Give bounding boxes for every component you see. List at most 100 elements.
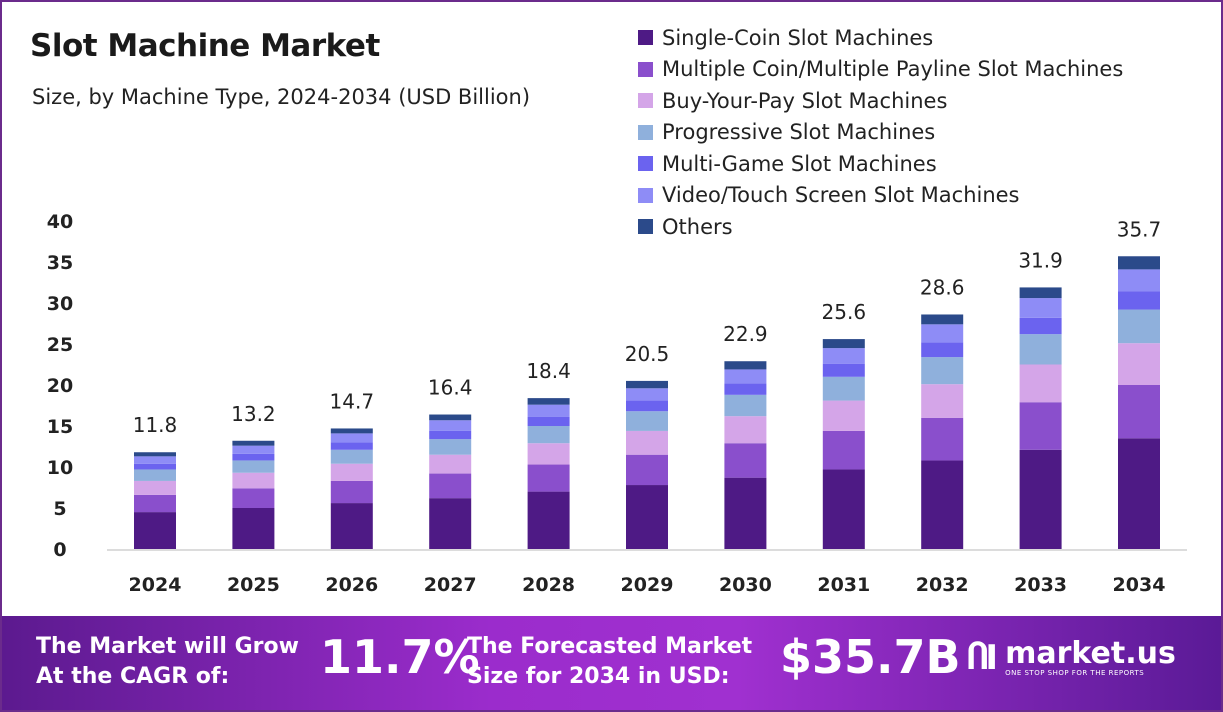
brand-logo: ႶI market.us ONE STOP SHOP FOR THE REPORT… [967, 638, 1176, 678]
bar-segment [1118, 438, 1160, 549]
bar-segment [1019, 334, 1062, 365]
y-tick-label: 40 [47, 211, 73, 233]
bar-segment [724, 383, 767, 395]
x-tick-label: 2024 [129, 574, 182, 596]
bar-segment [527, 404, 570, 417]
legend: Single-Coin Slot Machines Multiple Coin/M… [638, 22, 1123, 243]
bar-segment [134, 480, 176, 495]
x-tick-label: 2031 [817, 574, 870, 596]
legend-label: Others [662, 214, 733, 239]
bar-segment [134, 463, 176, 470]
cagr-label: The Market will Grow At the CAGR of: [36, 632, 299, 692]
legend-swatch [638, 61, 653, 77]
bar-segment [330, 433, 373, 443]
bar-segment [330, 428, 373, 434]
bar-segment [822, 469, 865, 549]
data-label: 14.7 [330, 389, 375, 413]
legend-label: Video/Touch Screen Slot Machines [662, 183, 1020, 208]
data-label: 31.9 [1018, 248, 1063, 272]
bar-segment [527, 398, 570, 405]
y-tick-label: 10 [47, 457, 73, 479]
legend-item: Multi-Game Slot Machines [638, 148, 1123, 180]
bar-segment [527, 464, 570, 492]
legend-swatch [638, 187, 653, 203]
y-tick-label: 20 [47, 375, 73, 397]
bar-segment [822, 376, 865, 401]
bar-segment [626, 388, 668, 401]
data-label: 35.7 [1117, 217, 1162, 241]
data-label: 20.5 [625, 342, 670, 366]
x-tick-label: 2027 [424, 574, 477, 596]
bar-segment [724, 361, 767, 370]
brand-tagline: ONE STOP SHOP FOR THE REPORTS [1005, 669, 1145, 677]
forecast-label: The Forecasted Market Size for 2034 in US… [467, 632, 752, 692]
bar-segment [429, 498, 472, 549]
bar-segment [921, 314, 964, 325]
bar-segment [1019, 402, 1062, 450]
data-label: 22.9 [723, 322, 768, 346]
bar-segment [429, 420, 472, 431]
bar-segment [134, 469, 176, 481]
legend-swatch [638, 30, 653, 46]
bar-segment [724, 477, 767, 549]
bar-segment [921, 384, 964, 418]
bar-segment [1019, 287, 1062, 299]
data-label: 18.4 [526, 359, 571, 383]
brand-logo-icon: ႶI [967, 638, 998, 678]
bar-segment [232, 445, 275, 454]
bar-segment [527, 416, 570, 426]
bar-segment [724, 416, 767, 444]
bar-segment [429, 430, 472, 440]
legend-swatch [638, 124, 653, 140]
y-tick-label: 25 [47, 334, 73, 356]
bar-segment [330, 503, 373, 549]
data-label: 25.6 [822, 300, 867, 324]
bar-segment [134, 512, 176, 549]
y-tick-label: 15 [47, 416, 73, 438]
bar-segment [330, 463, 373, 481]
bar-segment [429, 473, 472, 499]
bar-segment [921, 460, 964, 549]
bar-segment [134, 456, 176, 464]
legend-label: Buy-Your-Pay Slot Machines [662, 88, 948, 113]
bar-segment [330, 480, 373, 504]
bar-segment [1118, 343, 1160, 385]
bar-segment [822, 400, 865, 431]
x-tick-label: 2026 [325, 574, 378, 596]
data-label: 28.6 [920, 275, 965, 299]
y-tick-label: 5 [53, 498, 66, 520]
bar-segment [527, 443, 570, 465]
bar-segment [1118, 385, 1160, 439]
bar-segment [822, 339, 865, 349]
bar-segment [429, 454, 472, 474]
cagr-value: 11.7% [320, 630, 480, 684]
bar-segment [429, 439, 472, 455]
bar-segment [921, 324, 964, 343]
x-tick-label: 2029 [621, 574, 674, 596]
bar-segment [626, 380, 668, 389]
forecast-label-line2: Size for 2034 in USD: [467, 664, 730, 689]
bar-segment [724, 369, 767, 384]
legend-label: Progressive Slot Machines [662, 120, 936, 145]
bar-segment [527, 491, 570, 549]
x-tick-label: 2028 [522, 574, 575, 596]
x-tick-label: 2025 [227, 574, 280, 596]
bar-segment [626, 400, 668, 412]
legend-item: Buy-Your-Pay Slot Machines [638, 85, 1123, 117]
bar-segment [921, 417, 964, 461]
cagr-label-line2: At the CAGR of: [36, 664, 230, 689]
bar-segment [527, 426, 570, 444]
x-tick-label: 2033 [1014, 574, 1067, 596]
bar-segment [626, 430, 668, 455]
chart-subtitle: Size, by Machine Type, 2024-2034 (USD Bi… [32, 85, 531, 109]
chart-title: Slot Machine Market [30, 28, 380, 64]
data-label: 13.2 [231, 402, 276, 426]
bar-segment [1118, 256, 1160, 270]
data-label: 16.4 [428, 376, 473, 400]
bar-segment [822, 348, 865, 364]
brand-name: market.us [1005, 636, 1176, 671]
bar-segment [330, 449, 373, 464]
forecast-value: $35.7B [780, 630, 961, 684]
y-tick-label: 35 [47, 252, 73, 274]
